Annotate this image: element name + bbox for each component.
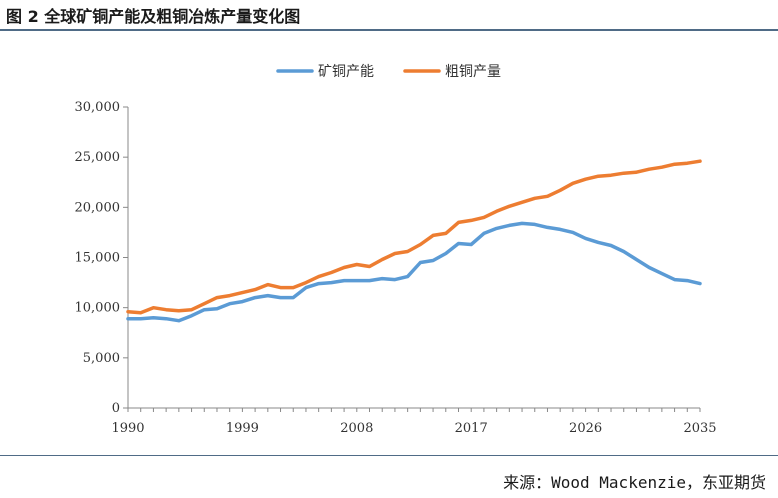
title-rule: [0, 29, 778, 31]
x-tick-label: 1990: [111, 421, 144, 436]
x-tick-label: 2017: [455, 421, 488, 436]
y-tick-label: 25,000: [75, 150, 121, 165]
y-tick-label: 5,000: [83, 351, 120, 366]
x-tick-label: 2008: [340, 421, 373, 436]
chart-area: 矿铜产能 粗铜产量 0 5,000 10,000 15,000 20,000 25,000 3…: [0, 31, 778, 451]
series-group: [126, 159, 702, 323]
y-tick-label: 10,000: [75, 301, 121, 316]
y-tick-label: 20,000: [75, 200, 121, 215]
y-tick-label: 0: [112, 401, 120, 416]
y-tick-label: 30,000: [75, 100, 121, 115]
bottom-rule: [0, 455, 778, 456]
x-tick-label: 2026: [569, 421, 602, 436]
y-tick-label: 15,000: [75, 251, 121, 266]
axes: 0 5,000 10,000 15,000 20,000 25,000 30,000 1990…: [75, 100, 717, 436]
series-line-1: [126, 221, 702, 323]
x-tick-label: 2035: [683, 421, 716, 436]
legend: 矿铜产能 粗铜产量: [276, 64, 501, 80]
line-chart: 矿铜产能 粗铜产量 0 5,000 10,000 15,000 20,000 25,000 3…: [75, 64, 717, 436]
x-tick-label: 1999: [226, 421, 259, 436]
source-note: 来源：Wood Mackenzie，东亚期货: [503, 473, 766, 492]
title-bar: 图 2 全球矿铜产能及粗铜冶炼产量变化图: [0, 0, 778, 31]
figure-title: 图 2 全球矿铜产能及粗铜冶炼产量变化图: [6, 7, 301, 26]
legend-label-1: 矿铜产能: [318, 64, 374, 80]
series-line-2: [126, 159, 702, 315]
legend-label-2: 粗铜产量: [445, 64, 501, 80]
